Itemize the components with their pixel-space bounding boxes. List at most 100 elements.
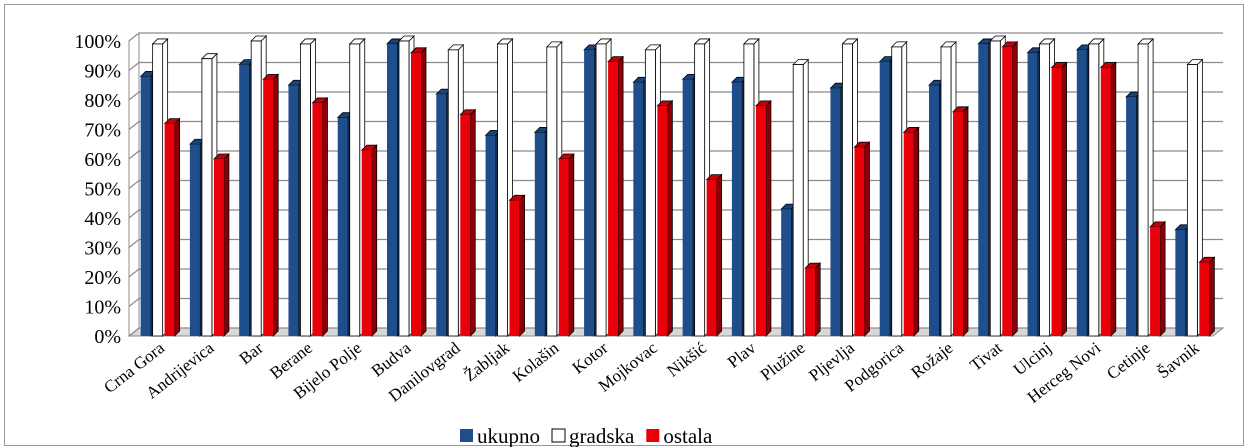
bar-ostala-crna-gora — [163, 117, 181, 337]
bar-front — [1137, 43, 1149, 337]
bar-ostala-budva — [410, 46, 427, 337]
y-tick-label: 10% — [84, 297, 121, 319]
bar-side — [666, 99, 673, 337]
bar-side — [420, 46, 427, 337]
bar-side — [1110, 61, 1117, 337]
bar-front — [447, 49, 459, 337]
bar-front — [1039, 43, 1050, 337]
bar-front — [398, 40, 410, 337]
y-tick-label: 20% — [84, 267, 121, 289]
bar-ostala-podgorica — [902, 126, 920, 337]
bar-front — [497, 43, 508, 337]
bar-side — [962, 105, 969, 337]
bar-front — [164, 123, 175, 336]
bar-side — [519, 194, 525, 337]
bar-ostala-rozaje — [952, 105, 969, 337]
bar-side — [1208, 256, 1215, 337]
bar-side — [765, 99, 772, 337]
bar-front — [781, 209, 792, 336]
bar-front — [1150, 226, 1161, 336]
bar-side — [568, 153, 575, 337]
bar-front — [436, 94, 447, 336]
bar-front — [485, 135, 496, 336]
bar-front — [842, 43, 853, 337]
bar-front — [830, 88, 841, 336]
bar-side — [174, 117, 181, 337]
bar-front — [953, 111, 963, 336]
category-label-cetinje: Cetinje — [1103, 338, 1153, 383]
bar-front — [361, 150, 372, 336]
bar-front — [1002, 46, 1013, 337]
bar-front — [940, 46, 952, 337]
y-tick-label: 80% — [84, 90, 121, 112]
bar-ostala-plav — [754, 99, 772, 337]
bar-ostala-ulcinj — [1050, 61, 1068, 337]
bar-front — [189, 144, 200, 336]
category-label-bar: Bar — [236, 338, 267, 368]
category-label-kolasin: Kolašin — [509, 338, 563, 386]
bar-front — [288, 85, 299, 336]
bar-front — [595, 43, 607, 337]
bar-ostala-zabljak — [508, 194, 526, 337]
legend-label: ostala — [663, 424, 713, 447]
bar-front — [1027, 52, 1038, 337]
bar-ostala-kotor — [607, 55, 625, 337]
legend: ukupno gradska ostala — [460, 424, 713, 447]
bar-front — [1076, 49, 1087, 336]
bar-front — [792, 64, 804, 337]
bar-front — [1175, 229, 1186, 336]
legend-label: gradska — [569, 424, 635, 447]
bar-ostala-cetinje — [1149, 220, 1167, 337]
bar-gradska-cetinje — [1137, 37, 1155, 337]
bar-front — [731, 82, 742, 336]
bar-front — [509, 200, 520, 336]
bar-side — [322, 96, 328, 337]
bar-front — [1199, 262, 1210, 336]
bar-front — [706, 179, 717, 336]
bar-front — [312, 102, 323, 336]
bar-ostala-bar — [262, 73, 280, 337]
bar-ostala-berane — [311, 96, 329, 337]
bar-ostala-niksic — [705, 173, 723, 337]
bar-front — [584, 49, 595, 336]
bar-front — [213, 159, 224, 336]
bar-front — [755, 105, 766, 337]
bar-side — [1159, 220, 1166, 337]
bar-front — [239, 64, 250, 336]
bar-chart: 0% 10% 20% 30% 40% 50% 60% 70% 80% 90% 100% Crna G… — [74, 31, 1225, 447]
bar-ostala-pljevlja — [853, 141, 871, 337]
bar-front — [300, 43, 311, 337]
bar-ostala-herceg-novi — [1099, 61, 1117, 337]
bar-front — [879, 61, 890, 337]
legend-label: ukupno — [477, 424, 540, 447]
bar-ostala-pluzine — [804, 262, 822, 337]
bar-front — [682, 79, 693, 336]
bar-front — [558, 159, 569, 336]
bar-ostala-savnik — [1198, 256, 1216, 337]
bar-front — [633, 82, 644, 336]
bar-ostala-bijelo-polje — [360, 144, 378, 337]
y-axis-ticks: 0% 10% 20% 30% 40% 50% 60% 70% 80% 90% 100% — [74, 31, 121, 348]
bar-ostala-andrijevica — [212, 153, 230, 337]
bar-front — [140, 76, 151, 337]
y-tick-label: 50% — [84, 179, 121, 201]
bar-front — [929, 85, 939, 336]
bar-front — [989, 40, 1001, 337]
bar-front — [1051, 67, 1062, 337]
bar-front — [978, 43, 989, 336]
bar-front — [1100, 67, 1111, 337]
bar-front — [805, 268, 816, 336]
bar-front — [743, 43, 755, 337]
gridline — [128, 120, 1223, 130]
y-tick-label: 100% — [74, 31, 121, 53]
bar-front — [1088, 43, 1100, 337]
bar-ostala-danilovgrad — [459, 108, 477, 337]
bar-front — [644, 49, 656, 337]
bar-front — [854, 147, 865, 336]
bar-front — [1126, 97, 1137, 336]
legend-item-gradska: gradska — [551, 424, 635, 447]
bar-side — [469, 108, 476, 337]
category-label-plav: Plav — [724, 338, 760, 372]
bar-front — [250, 40, 262, 337]
